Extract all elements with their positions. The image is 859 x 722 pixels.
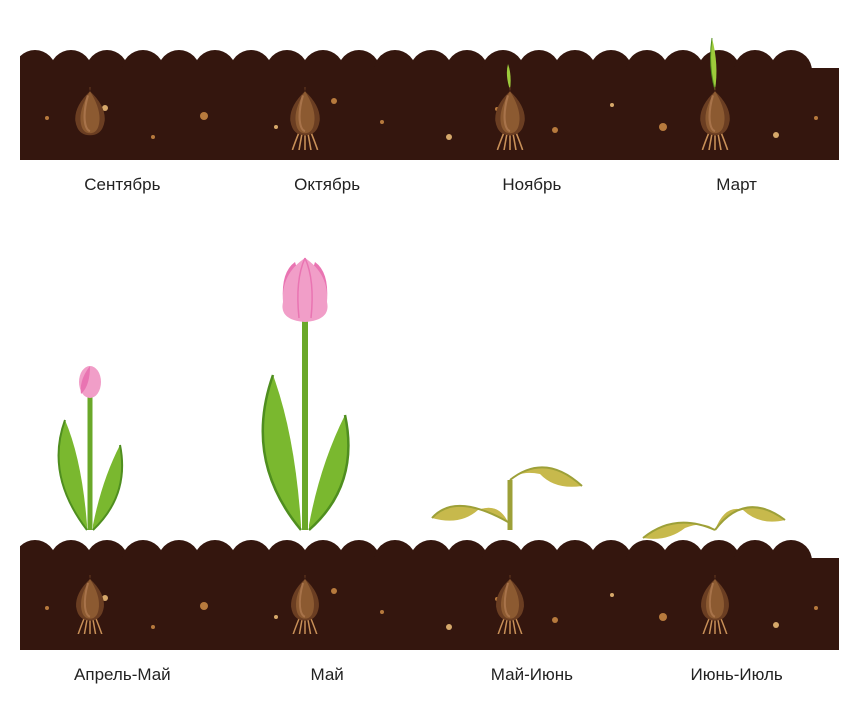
plant-may_jun: [425, 420, 595, 540]
soil-band-2: [20, 540, 839, 650]
bulb-icon: [485, 575, 536, 635]
label-mar: Март: [634, 175, 839, 195]
tulip-bloom-icon: [230, 250, 380, 540]
soil-row-1: [20, 50, 839, 160]
label-sep: Сентябрь: [20, 175, 225, 195]
stage-nov: [450, 10, 570, 160]
soil-band-1: [20, 50, 839, 160]
labels-row-1: СентябрьОктябрьНоябрьМарт: [20, 175, 839, 195]
bulb-icon: [63, 87, 117, 150]
bulb-icon: [278, 87, 332, 150]
stage-mar: [655, 10, 775, 160]
plant-row-2: [20, 250, 839, 650]
bulb-icon: [483, 87, 537, 150]
sprout-short-icon: [702, 30, 728, 90]
plant-may: [230, 250, 380, 540]
bulb-icon: [65, 575, 116, 635]
bulb-icon: [690, 575, 741, 635]
tulip-wilt1-icon: [425, 420, 595, 540]
tulip-bud-icon: [30, 320, 150, 540]
stage-may: [245, 534, 365, 654]
bulb-icon: [688, 87, 742, 150]
tulip-wilt2-icon: [630, 450, 800, 540]
plants-row-2: [20, 250, 839, 540]
stage-sep: [30, 10, 150, 160]
stage-oct: [245, 10, 365, 160]
plant-jun_jul: [630, 450, 800, 540]
stage-jun_jul: [655, 534, 775, 654]
label-apr_may: Апрель-Май: [20, 665, 225, 685]
labels-row-2: Апрель-МайМайМай-ИюньИюнь-Июль: [20, 665, 839, 685]
bulb-icon: [280, 575, 331, 635]
label-may: Май: [225, 665, 430, 685]
plant-apr_may: [30, 320, 150, 540]
label-jun_jul: Июнь-Июль: [634, 665, 839, 685]
label-may_jun: Май-Июнь: [430, 665, 635, 685]
label-oct: Октябрь: [225, 175, 430, 195]
stage-may_jun: [450, 534, 570, 654]
stage-apr_may: [30, 534, 150, 654]
sprout-tiny-icon: [500, 60, 520, 90]
label-nov: Ноябрь: [430, 175, 635, 195]
